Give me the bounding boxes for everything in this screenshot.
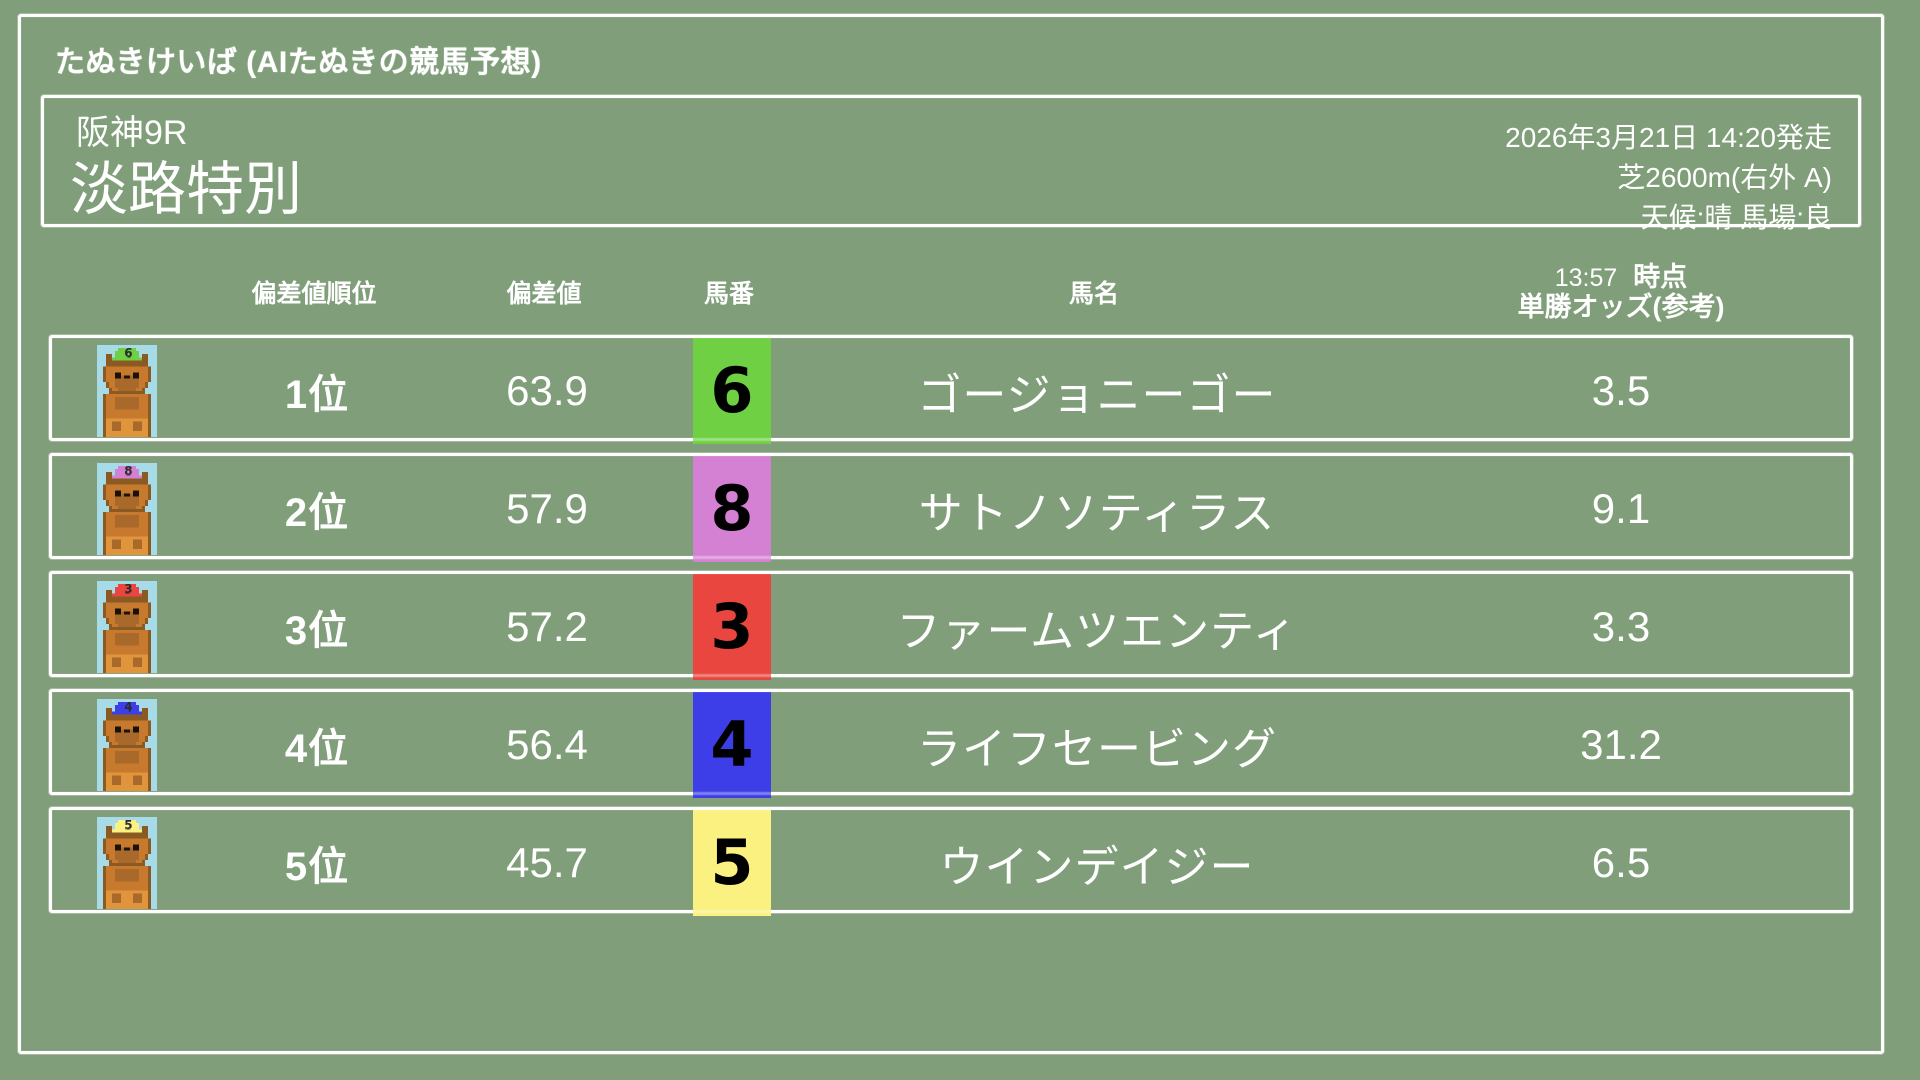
race-weather-track: 天候:晴 馬場:良 (1640, 201, 1832, 233)
row-rank: 1位 (284, 373, 350, 417)
table-row[interactable]: 5位 45.7 5 ウインデイジー 6.5 (49, 807, 1853, 916)
tanuki-avatar-icon (52, 581, 202, 673)
table-header-row: 偏差値順位 偏差値 馬番 馬名 13:57 時点 単勝オッズ(参考) (49, 253, 1853, 335)
row-deviation-value: 57.2 (506, 603, 588, 650)
header-odds-label: 単勝オッズ(参考) (1517, 292, 1725, 322)
tanuki-avatar-icon (52, 699, 202, 791)
horse-number-badge: 6 (693, 338, 771, 444)
row-horse-number-cell: 5 (662, 810, 802, 916)
header-horse-name: 馬名 (1068, 280, 1119, 308)
race-header-right: 2026年3月21日 14:20発走 芝2600m(右外 A) 天候:晴 馬場:… (1505, 106, 1832, 237)
horse-number-badge: 4 (693, 692, 771, 798)
table-row[interactable]: 1位 63.9 6 ゴージョニーゴー 3.5 (49, 335, 1853, 444)
ranking-table: 偏差値順位 偏差値 馬番 馬名 13:57 時点 単勝オッズ(参考) 1位 63.… (41, 253, 1861, 916)
row-horse-number-cell: 6 (662, 338, 802, 444)
row-deviation-value: 63.9 (506, 367, 588, 414)
row-horse-name[interactable]: ファームツエンティ (896, 607, 1298, 656)
row-rank: 3位 (284, 609, 350, 653)
header-odds-jiten: 時点 (1633, 261, 1688, 292)
table-row[interactable]: 4位 56.4 4 ライフセービング 31.2 (49, 689, 1853, 798)
header-deviation: 偏差値 (506, 280, 582, 308)
race-header-left: 阪神9R 淡路特別 (70, 106, 302, 223)
header-odds-time: 13:57 (1554, 263, 1618, 292)
row-horse-number-cell: 4 (662, 692, 802, 798)
tanuki-avatar-icon (52, 345, 202, 437)
site-title: たぬきけいば (AIたぬきの競馬予想) (55, 46, 542, 79)
row-horse-number-cell: 8 (662, 456, 802, 562)
row-rank: 2位 (284, 491, 350, 535)
horse-number-badge: 8 (693, 456, 771, 562)
app-frame: たぬきけいば (AIたぬきの競馬予想) 阪神9R 淡路特別 2026年3月21日… (18, 14, 1884, 1054)
race-name: 淡路特別 (70, 156, 303, 222)
row-deviation-value: 45.7 (506, 839, 588, 886)
row-horse-name[interactable]: ライフセービング (917, 725, 1277, 774)
row-horse-name[interactable]: サトノソティラス (918, 489, 1276, 538)
row-odds: 31.2 (1580, 721, 1662, 768)
row-deviation-value: 56.4 (506, 721, 588, 768)
header-odds: 13:57 時点 単勝オッズ(参考) (1389, 262, 1853, 322)
row-odds: 3.5 (1591, 367, 1651, 414)
race-course: 阪神9R (76, 114, 188, 152)
row-odds: 6.5 (1591, 839, 1651, 886)
race-condition: 芝2600m(右外 A) (1617, 161, 1832, 193)
row-odds: 3.3 (1591, 603, 1651, 650)
table-row[interactable]: 2位 57.9 8 サトノソティラス 9.1 (49, 453, 1853, 562)
row-horse-number-cell: 3 (662, 574, 802, 680)
table-body: 1位 63.9 6 ゴージョニーゴー 3.5 2位 57.9 8 サトノソティラス 9.1 3位 57… (49, 335, 1853, 916)
horse-number-badge: 3 (693, 574, 771, 680)
horse-number-badge: 5 (693, 810, 771, 916)
tanuki-avatar-icon (52, 817, 202, 909)
row-rank: 4位 (284, 727, 350, 771)
race-datetime: 2026年3月21日 14:20発走 (1505, 122, 1832, 153)
tanuki-avatar-icon (52, 463, 202, 555)
row-horse-name[interactable]: ウインデイジー (939, 843, 1255, 892)
row-rank: 5位 (284, 845, 350, 889)
row-odds: 9.1 (1591, 485, 1651, 532)
row-deviation-value: 57.9 (506, 485, 588, 532)
table-row[interactable]: 3位 57.2 3 ファームツエンティ 3.3 (49, 571, 1853, 680)
race-header-panel: 阪神9R 淡路特別 2026年3月21日 14:20発走 芝2600m(右外 A… (41, 95, 1861, 233)
row-horse-name[interactable]: ゴージョニーゴー (917, 371, 1277, 420)
header-number: 馬番 (703, 280, 754, 308)
header-rank: 偏差値順位 (251, 280, 377, 308)
